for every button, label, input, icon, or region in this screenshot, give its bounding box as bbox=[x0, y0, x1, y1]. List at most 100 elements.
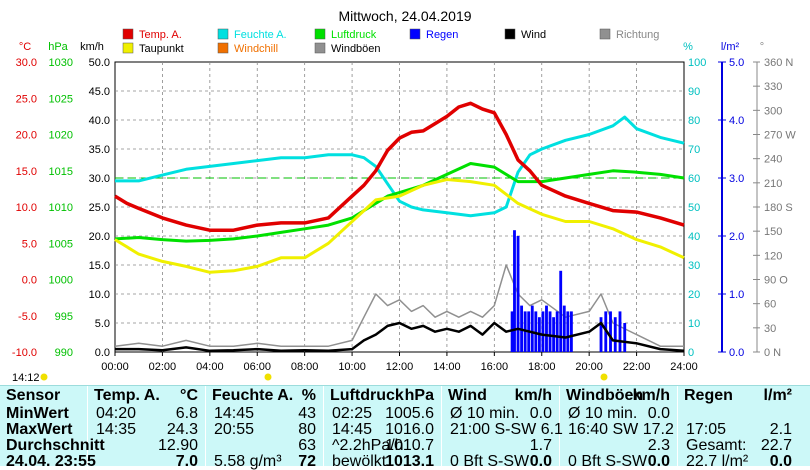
humidity-tick-label: 30 bbox=[688, 260, 700, 272]
wind-tick-label: 25.0 bbox=[89, 202, 110, 214]
table-cell-value: 1.7 bbox=[529, 437, 552, 454]
rain-bar bbox=[569, 311, 573, 352]
rain-bar bbox=[559, 270, 563, 352]
table-column-header: Temp. A. bbox=[94, 387, 160, 404]
humidity-tick-label: 60 bbox=[688, 173, 700, 185]
table-column-unit: km/h bbox=[632, 387, 670, 404]
direction-tick-label: 210 bbox=[764, 178, 782, 190]
table-column-unit: % bbox=[301, 387, 316, 404]
legend-swatch bbox=[409, 28, 421, 40]
rain-bar bbox=[545, 305, 548, 352]
table-cell-value: 0.0 bbox=[529, 453, 552, 470]
table-column-header: Luftdruck bbox=[330, 387, 404, 404]
table-cell-label: 02:25 bbox=[332, 405, 373, 422]
table-cell-value: 6.8 bbox=[175, 405, 198, 422]
table-cell-label: 20:55 bbox=[214, 421, 255, 438]
direction-tick-label: 120 bbox=[764, 250, 782, 262]
axis-unit-label: hPa bbox=[48, 41, 68, 53]
legend-swatch bbox=[599, 28, 611, 40]
rain-bar bbox=[548, 311, 552, 352]
sun-marker bbox=[264, 373, 272, 381]
time-tick-label: 02:00 bbox=[149, 361, 177, 373]
series-line-taupunkt bbox=[114, 178, 685, 274]
humidity-tick-label: 90 bbox=[688, 86, 700, 98]
temp-tick-label: -10.0 bbox=[12, 347, 37, 359]
table-column-separator bbox=[87, 386, 88, 466]
rain-bar bbox=[623, 323, 627, 352]
table-column-header: Regen bbox=[684, 387, 733, 404]
table-cell-value: 22.7 bbox=[760, 437, 792, 454]
table-cell-label: 04:20 bbox=[96, 405, 137, 422]
table-cell-value: 2.1 bbox=[769, 421, 792, 438]
rain-tick-label: 1.0 bbox=[729, 289, 744, 301]
pressure-tick-label: 1030 bbox=[49, 57, 73, 69]
pressure-tick-label: 1020 bbox=[49, 130, 73, 142]
legend-label: Richtung bbox=[616, 29, 659, 41]
series-line-windböen bbox=[114, 264, 684, 347]
wind-tick-label: 10.0 bbox=[89, 289, 110, 301]
time-tick-label: 20:00 bbox=[575, 361, 603, 373]
time-tick-label: 12:00 bbox=[386, 361, 414, 373]
table-column-separator bbox=[205, 386, 206, 466]
direction-tick-label: 360 N bbox=[764, 57, 793, 69]
wind-tick-label: 20.0 bbox=[89, 231, 110, 243]
legend-swatch bbox=[314, 42, 326, 54]
table-cell-value: 0.0 bbox=[647, 405, 670, 422]
legend-swatch bbox=[217, 28, 229, 40]
axis-unit-label: km/h bbox=[80, 41, 104, 53]
time-tick-label: 10:00 bbox=[338, 361, 366, 373]
legend-label: Wind bbox=[521, 29, 546, 41]
wind-tick-label: 35.0 bbox=[89, 144, 110, 156]
sun-marker bbox=[40, 373, 48, 381]
table-cell-value: 0.0 bbox=[529, 405, 552, 422]
direction-tick-label: 270 W bbox=[764, 130, 796, 142]
humidity-tick-label: 70 bbox=[688, 144, 700, 156]
wind-tick-label: 0.0 bbox=[95, 347, 110, 359]
direction-tick-label: 90 O bbox=[764, 275, 788, 287]
legend-swatch bbox=[122, 42, 134, 54]
legend-swatch bbox=[122, 28, 134, 40]
legend-swatch bbox=[504, 28, 516, 40]
table-cell-label: bewölkt bbox=[332, 453, 387, 470]
table-cell-value: 1016.0 bbox=[385, 421, 434, 438]
time-tick-label: 00:00 bbox=[101, 361, 129, 373]
table-cell-value bbox=[502, 422, 552, 438]
table-row-label: MinWert bbox=[6, 405, 69, 422]
temp-tick-label: 15.0 bbox=[16, 166, 37, 178]
chart-svg: Mittwoch, 24.04.2019 Temp. A. Feuchte A. L… bbox=[12, 8, 796, 384]
table-column-separator bbox=[323, 386, 324, 466]
rain-bar bbox=[599, 317, 603, 352]
wind-tick-label: 15.0 bbox=[89, 260, 110, 272]
table-row-label: Sensor bbox=[6, 387, 61, 404]
rain-tick-label: 4.0 bbox=[729, 115, 744, 127]
table-column-unit: hPa bbox=[404, 387, 434, 404]
current-time-label: 14:12 bbox=[12, 372, 40, 384]
humidity-tick-label: 20 bbox=[688, 289, 700, 301]
direction-tick-label: 330 bbox=[764, 81, 782, 93]
temp-tick-label: -5.0 bbox=[18, 311, 37, 323]
time-tick-label: 14:00 bbox=[433, 361, 461, 373]
table-cell-value: 0.0 bbox=[647, 453, 670, 470]
legend-label: Temp. A. bbox=[139, 29, 182, 41]
humidity-tick-label: 0 bbox=[688, 347, 694, 359]
sun-marker bbox=[600, 373, 608, 381]
wind-tick-label: 45.0 bbox=[89, 86, 110, 98]
series-line-wind bbox=[115, 321, 685, 353]
direction-tick-label: 60 bbox=[764, 299, 776, 311]
wind-tick-label: 40.0 bbox=[89, 115, 110, 127]
table-column-header: Wind bbox=[448, 387, 487, 404]
time-tick-label: 18:00 bbox=[528, 361, 556, 373]
pressure-tick-label: 1005 bbox=[49, 238, 73, 250]
pressure-tick-label: 1000 bbox=[49, 275, 73, 287]
table-cell-value: 72 bbox=[298, 453, 316, 470]
axis-unit-label: l/m² bbox=[721, 41, 740, 53]
table-row-label: Durchschnitt bbox=[6, 437, 105, 454]
rain-bar bbox=[534, 311, 538, 352]
chart-series bbox=[114, 101, 685, 353]
table-cell-label: 14:45 bbox=[332, 421, 373, 438]
pressure-tick-label: 1010 bbox=[49, 202, 73, 214]
rain-tick-label: 3.0 bbox=[729, 173, 744, 185]
pressure-tick-label: 1025 bbox=[49, 93, 73, 105]
table-cell-label: 14:35 bbox=[96, 421, 137, 438]
rain-bar bbox=[618, 311, 622, 352]
